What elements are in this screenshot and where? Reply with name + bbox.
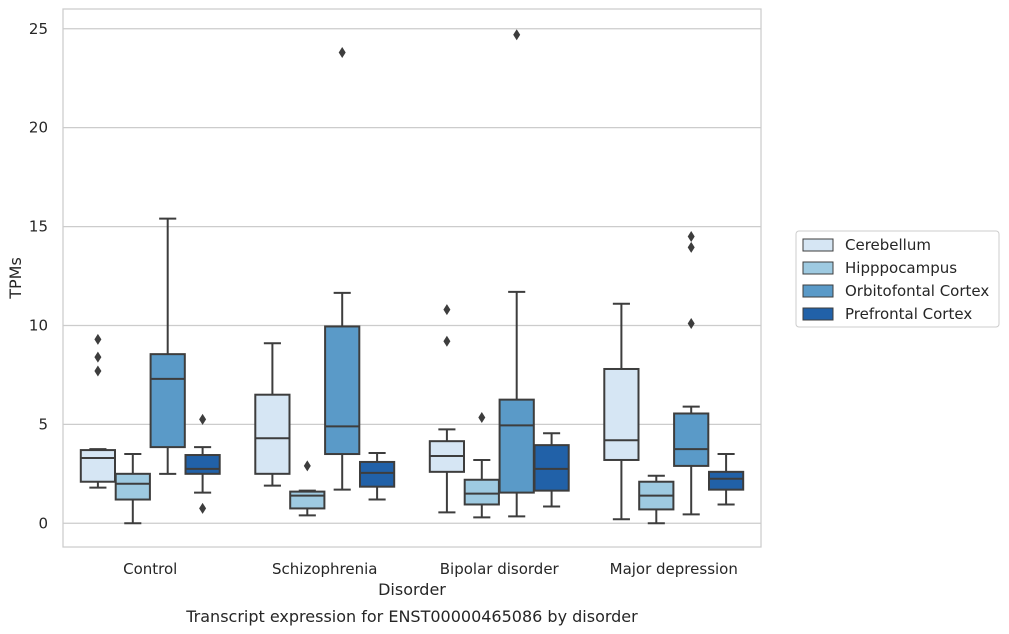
iqr-box (79, 449, 117, 483)
iqr-box (114, 472, 151, 501)
outlier-point (303, 460, 311, 472)
x-axis-title: Disorder (378, 580, 446, 599)
chart-caption: Transcript expression for ENST0000046508… (185, 607, 638, 626)
iqr-box (254, 393, 291, 475)
box-2-3 (533, 432, 570, 508)
legend-swatch (802, 238, 834, 252)
box-0-2 (149, 217, 186, 475)
iqr-box (289, 490, 326, 510)
y-tick-label: 15 (29, 218, 48, 236)
outlier-point (687, 317, 695, 329)
y-axis-title: TPMs (6, 257, 25, 300)
iqr-box (149, 353, 186, 449)
iqr-box (498, 398, 535, 494)
outlier-point (478, 411, 486, 423)
y-tick-label: 20 (29, 119, 48, 137)
outlier-point (513, 29, 521, 41)
y-tick-label: 25 (29, 20, 48, 38)
box-1-1 (289, 460, 326, 517)
box-3-1 (638, 474, 675, 525)
x-tick-labels: Control Schizophrenia Bipolar disorder Majo… (123, 560, 738, 578)
y-tick-label: 10 (29, 316, 48, 334)
box-2-0 (428, 304, 466, 514)
outlier-point (94, 333, 102, 345)
legend-swatch (802, 284, 834, 298)
outlier-point (443, 304, 451, 316)
iqr-box (358, 460, 396, 488)
box-2-1 (463, 411, 500, 519)
y-tick-labels: 0 5 10 15 20 25 (29, 20, 48, 532)
box-1-0 (254, 342, 291, 487)
outlier-point (94, 351, 102, 363)
x-tick-label: Control (123, 560, 177, 578)
box-3-2 (673, 230, 710, 516)
box-2-2 (498, 29, 535, 518)
box-3-3 (707, 453, 745, 506)
y-tick-label: 0 (38, 514, 48, 532)
iqr-box (673, 412, 710, 467)
x-tick-label: Bipolar disorder (440, 560, 560, 578)
box-0-3 (184, 413, 221, 514)
outlier-point (338, 47, 346, 59)
box-0-0 (79, 333, 117, 489)
outlier-point (199, 413, 207, 425)
legend-label: Cerebellum (845, 236, 931, 254)
legend-label: Orbitofontal Cortex (845, 282, 989, 300)
outlier-point (443, 335, 451, 347)
box-1-3 (358, 452, 396, 501)
iqr-box (324, 325, 361, 456)
x-tick-label: Schizophrenia (272, 560, 377, 578)
iqr-box (184, 454, 221, 475)
legend-label: Prefrontal Cortex (845, 305, 972, 323)
outlier-point (687, 230, 695, 242)
box-0-1 (114, 453, 151, 525)
outlier-point (94, 365, 102, 377)
legend-label: Hipppocampus (845, 259, 957, 277)
boxes (79, 29, 745, 525)
x-tick-label: Major depression (610, 560, 738, 578)
outlier-point (687, 241, 695, 253)
plot-frame (62, 8, 762, 548)
legend-swatch (802, 307, 834, 321)
legend: Cerebellum Hipppocampus Orbitofontal Corte… (795, 230, 1000, 328)
iqr-box (463, 478, 500, 506)
box-3-0 (603, 302, 640, 521)
iqr-box (603, 367, 640, 461)
y-tick-label: 5 (38, 415, 48, 433)
iqr-box (707, 470, 745, 491)
outlier-point (199, 502, 207, 514)
legend-frame (795, 230, 1000, 328)
legend-swatch (802, 261, 834, 275)
box-1-2 (324, 47, 361, 491)
